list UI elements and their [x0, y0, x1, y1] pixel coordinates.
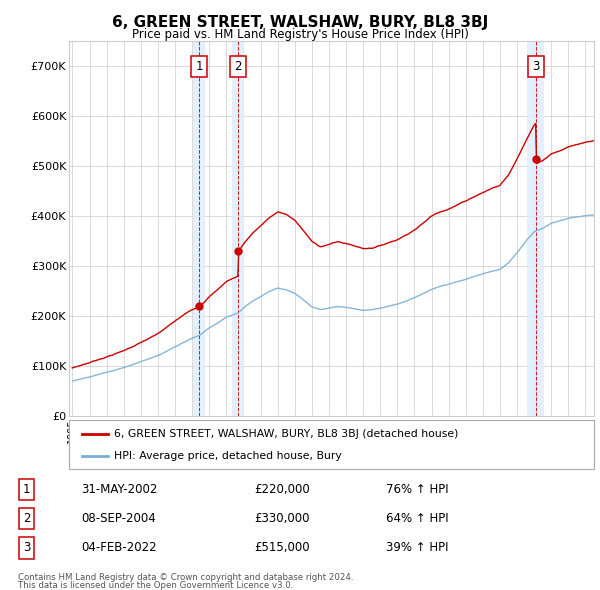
Bar	[527, 41, 544, 416]
Text: £515,000: £515,000	[254, 542, 310, 555]
Text: 2: 2	[235, 60, 242, 73]
Text: 08-SEP-2004: 08-SEP-2004	[81, 512, 156, 525]
Text: 04-FEB-2022: 04-FEB-2022	[81, 542, 157, 555]
Text: HPI: Average price, detached house, Bury: HPI: Average price, detached house, Bury	[113, 451, 341, 461]
Text: 76% ↑ HPI: 76% ↑ HPI	[386, 483, 449, 496]
Text: 64% ↑ HPI: 64% ↑ HPI	[386, 512, 449, 525]
Text: 6, GREEN STREET, WALSHAW, BURY, BL8 3BJ: 6, GREEN STREET, WALSHAW, BURY, BL8 3BJ	[112, 15, 488, 30]
Text: 1: 1	[23, 483, 30, 496]
Bar	[193, 41, 205, 416]
Bar	[232, 41, 244, 416]
Text: 3: 3	[532, 60, 539, 73]
Text: £220,000: £220,000	[254, 483, 310, 496]
Text: 2: 2	[23, 512, 30, 525]
Text: Contains HM Land Registry data © Crown copyright and database right 2024.: Contains HM Land Registry data © Crown c…	[18, 572, 353, 582]
Text: This data is licensed under the Open Government Licence v3.0.: This data is licensed under the Open Gov…	[18, 581, 293, 590]
Text: 1: 1	[196, 60, 203, 73]
Text: £330,000: £330,000	[254, 512, 310, 525]
Text: 6, GREEN STREET, WALSHAW, BURY, BL8 3BJ (detached house): 6, GREEN STREET, WALSHAW, BURY, BL8 3BJ …	[113, 429, 458, 439]
Text: 39% ↑ HPI: 39% ↑ HPI	[386, 542, 449, 555]
Text: 31-MAY-2002: 31-MAY-2002	[81, 483, 157, 496]
Text: 3: 3	[23, 542, 30, 555]
Text: Price paid vs. HM Land Registry's House Price Index (HPI): Price paid vs. HM Land Registry's House …	[131, 28, 469, 41]
